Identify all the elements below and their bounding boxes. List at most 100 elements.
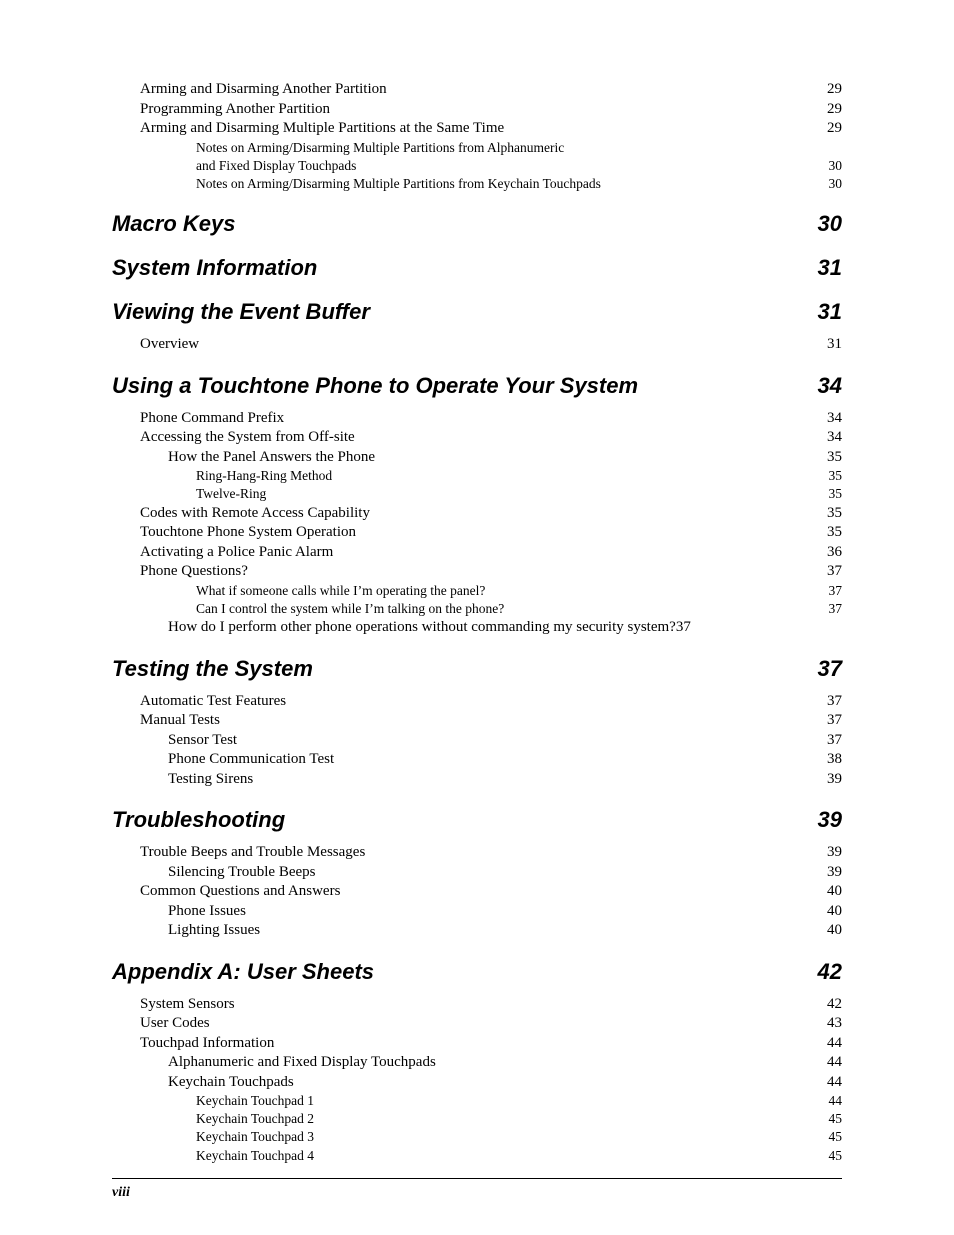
toc-entry: Keychain Touchpad 245 — [196, 1110, 842, 1128]
toc-label: Overview — [140, 335, 199, 355]
section-title: Viewing the Event Buffer — [112, 299, 370, 325]
page-number: viii — [112, 1185, 130, 1201]
toc-entry: Notes on Arming/Disarming Multiple Parti… — [196, 175, 842, 193]
toc-label: Can I control the system while I’m talki… — [196, 600, 504, 618]
toc-entry: Phone Communication Test 38 — [168, 750, 842, 770]
toc-page: 36 — [827, 543, 842, 563]
toc-entry: Automatic Test Features37 — [140, 692, 842, 712]
footer-rule — [112, 1178, 842, 1179]
section-title: Appendix A: User Sheets — [112, 959, 374, 985]
section-heading: Viewing the Event Buffer31 — [112, 299, 842, 325]
toc-page: 37 — [676, 618, 691, 638]
toc-label: Keychain Touchpad 4 — [196, 1147, 314, 1165]
toc-entry: Common Questions and Answers 40 — [140, 882, 842, 902]
section-page: 30 — [818, 211, 842, 237]
toc-page: 29 — [827, 80, 842, 100]
section-title: Macro Keys — [112, 211, 236, 237]
toc-page: 30 — [829, 157, 843, 175]
section-title: Troubleshooting — [112, 807, 285, 833]
toc-label: Activating a Police Panic Alarm — [140, 543, 333, 563]
toc-entry: Arming and Disarming Multiple Partitions… — [140, 119, 842, 139]
toc-label: System Sensors — [140, 995, 235, 1015]
section-page: 34 — [818, 373, 842, 399]
toc-page: 39 — [827, 863, 842, 883]
toc-label: Keychain Touchpad 1 — [196, 1092, 314, 1110]
toc-page: 30 — [829, 175, 843, 193]
toc-label: User Codes — [140, 1014, 210, 1034]
toc-entry: Keychain Touchpad 144 — [196, 1092, 842, 1110]
document-page: Arming and Disarming Another Partition 29… — [0, 0, 954, 1235]
toc-page: 35 — [827, 504, 842, 524]
toc-entry: Programming Another Partition29 — [140, 100, 842, 120]
toc-label: Arming and Disarming Another Partition — [140, 80, 387, 100]
section-page: 37 — [818, 656, 842, 682]
toc-entry: Phone Command Prefix34 — [140, 409, 842, 429]
toc-entry: Notes on Arming/Disarming Multiple Parti… — [196, 139, 842, 175]
toc-label: Alphanumeric and Fixed Display Touchpads — [168, 1053, 436, 1073]
toc-page: 35 — [827, 448, 842, 468]
toc-entry: Twelve-Ring 35 — [196, 485, 842, 503]
toc-entry: Touchtone Phone System Operation35 — [140, 523, 842, 543]
toc-page: 40 — [827, 882, 842, 902]
toc-label: Manual Tests — [140, 711, 220, 731]
toc-page: 37 — [827, 562, 842, 582]
toc-entry: System Sensors42 — [140, 995, 842, 1015]
toc-label: Touchtone Phone System Operation — [140, 523, 356, 543]
toc-page: 34 — [827, 428, 842, 448]
toc-entry: Sensor Test 37 — [168, 731, 842, 751]
toc-page: 34 — [827, 409, 842, 429]
toc-page: 37 — [827, 711, 842, 731]
toc-label: Phone Communication Test — [168, 750, 334, 770]
toc-entry: How do I perform other phone operations … — [168, 618, 842, 638]
toc-page: 31 — [827, 335, 842, 355]
section-heading: Appendix A: User Sheets42 — [112, 959, 842, 985]
toc-page: 40 — [827, 902, 842, 922]
toc-entry: Keychain Touchpads44 — [168, 1073, 842, 1093]
toc-page: 38 — [827, 750, 842, 770]
section-heading: Troubleshooting39 — [112, 807, 842, 833]
toc-entry: Accessing the System from Off-site34 — [140, 428, 842, 448]
toc-entry: Ring-Hang-Ring Method35 — [196, 467, 842, 485]
toc-page: 37 — [827, 731, 842, 751]
toc-label: What if someone calls while I’m operatin… — [196, 582, 485, 600]
toc-label: Lighting Issues — [168, 921, 260, 941]
toc-label: Silencing Trouble Beeps — [168, 863, 316, 883]
toc-label: Ring-Hang-Ring Method — [196, 467, 332, 485]
section-heading: Using a Touchtone Phone to Operate Your … — [112, 373, 842, 399]
toc-entry: Touchpad Information44 — [140, 1034, 842, 1054]
toc-label: Arming and Disarming Multiple Partitions… — [140, 119, 504, 139]
toc-page: 40 — [827, 921, 842, 941]
toc-entry: Can I control the system while I’m talki… — [196, 600, 842, 618]
toc-label: Keychain Touchpad 3 — [196, 1128, 314, 1146]
toc-label: and Fixed Display Touchpads — [196, 157, 356, 175]
toc-label: Twelve-Ring — [196, 485, 266, 503]
toc-label: Sensor Test — [168, 731, 237, 751]
toc-entry: What if someone calls while I’m operatin… — [196, 582, 842, 600]
toc-entry: Silencing Trouble Beeps 39 — [168, 863, 842, 883]
toc-label: Common Questions and Answers — [140, 882, 340, 902]
toc-page: 45 — [829, 1110, 843, 1128]
toc-page: 44 — [827, 1073, 842, 1093]
sections-block: Macro Keys 30 System Information31 Viewing … — [112, 211, 842, 1165]
toc-entry: Phone Issues 40 — [168, 902, 842, 922]
toc-page: 37 — [827, 692, 842, 712]
section-heading: System Information31 — [112, 255, 842, 281]
toc-page: 37 — [829, 600, 843, 618]
toc-entry: Codes with Remote Access Capability35 — [140, 504, 842, 524]
toc-label: How do I perform other phone operations … — [168, 618, 676, 638]
section-page: 31 — [818, 255, 842, 281]
toc-entry: Arming and Disarming Another Partition 29 — [140, 80, 842, 100]
toc-entry: Lighting Issues 40 — [168, 921, 842, 941]
section-heading: Testing the System37 — [112, 656, 842, 682]
section-title: Using a Touchtone Phone to Operate Your … — [112, 373, 638, 399]
toc-page: 37 — [829, 582, 843, 600]
toc-label: Programming Another Partition — [140, 100, 330, 120]
toc-page: 44 — [827, 1034, 842, 1054]
toc-page: 35 — [829, 485, 843, 503]
toc-page: 45 — [829, 1128, 843, 1146]
toc-label: Testing Sirens — [168, 770, 253, 790]
toc-entry: Manual Tests 37 — [140, 711, 842, 731]
toc-label: Phone Issues — [168, 902, 246, 922]
intro-entries-block: Arming and Disarming Another Partition 29… — [112, 80, 842, 193]
toc-entry: Alphanumeric and Fixed Display Touchpads… — [168, 1053, 842, 1073]
